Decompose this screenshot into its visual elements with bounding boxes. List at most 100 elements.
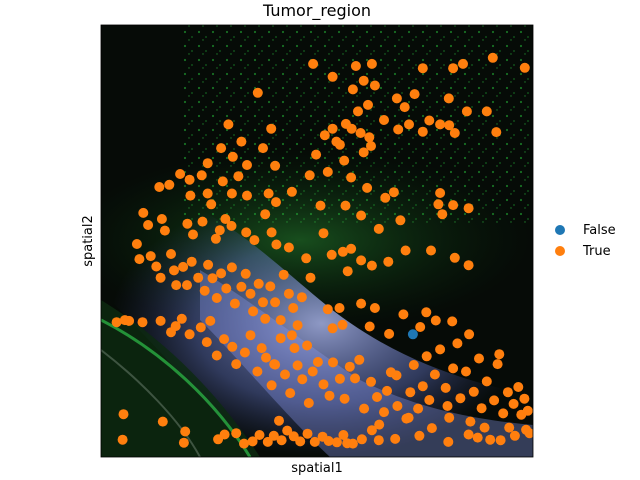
scatter-point-true-234 <box>502 387 513 398</box>
scatter-point-true-254 <box>342 438 353 449</box>
scatter-point-true-260 <box>302 428 313 439</box>
scatter-point-true-60 <box>388 187 399 198</box>
scatter-point-true-229 <box>481 376 492 387</box>
scatter-point-true-279 <box>374 419 385 430</box>
scatter-point-true-137 <box>258 297 268 308</box>
scatter-point-true-268 <box>247 436 258 447</box>
scatter-point-true-92 <box>226 220 237 231</box>
scatter-point-true-187 <box>285 388 296 399</box>
scatter-point-true-251 <box>366 425 377 436</box>
scatter-point-true-255 <box>338 430 349 440</box>
scatter-point-true-53 <box>175 169 186 179</box>
scatter-point-true-81 <box>463 203 474 214</box>
scatter-point-true-133 <box>240 268 251 279</box>
scatter-point-true-203 <box>359 403 370 414</box>
chart-title: Tumor_region <box>262 1 371 21</box>
scatter-point-true-105 <box>356 255 367 266</box>
scatter-point-true-77 <box>395 215 406 226</box>
legend-label-true: True <box>582 244 611 259</box>
scatter-point-true-241 <box>522 405 533 416</box>
scatter-point-true-48 <box>227 151 238 162</box>
scatter-point-true-191 <box>302 340 313 351</box>
series-false <box>407 329 418 340</box>
scatter-point-true-146 <box>296 292 307 303</box>
scatter-point-true-258 <box>317 431 328 442</box>
scatter-point-true-107 <box>383 256 394 267</box>
scatter-point-true-277 <box>118 409 129 420</box>
scatter-point-true-266 <box>262 436 273 447</box>
scatter-point-true-176 <box>227 341 238 352</box>
scatter-point-true-55 <box>196 170 207 181</box>
scatter-point-true-69 <box>263 188 274 199</box>
scatter-point-true-108 <box>400 245 411 256</box>
scatter-point-true-29 <box>346 123 357 134</box>
scatter-point-true-35 <box>491 127 502 138</box>
scatter-point-true-225 <box>465 416 476 427</box>
scatter-point-true-83 <box>143 220 154 230</box>
scatter-point-true-180 <box>252 366 263 377</box>
scatter-point-true-185 <box>275 333 286 344</box>
scatter-point-true-15 <box>443 93 454 104</box>
scatter-point-true-247 <box>443 436 454 447</box>
scatter-point-true-199 <box>339 393 350 404</box>
scatter-point-true-61 <box>435 188 446 198</box>
scatter-point-true-232 <box>492 359 503 370</box>
scatter-point-true-89 <box>210 233 221 244</box>
scatter-point-true-143 <box>283 288 294 299</box>
scatter-point-true-0 <box>308 58 319 69</box>
scatter-point-true-220 <box>444 412 455 423</box>
scatter-point-true-72 <box>315 200 326 211</box>
scatter-point-true-228 <box>476 403 487 414</box>
scatter-point-true-281 <box>286 330 297 341</box>
scatter-point-true-165 <box>137 317 148 328</box>
scatter-point-true-16 <box>363 99 373 110</box>
scatter-point-true-90 <box>214 225 225 236</box>
scatter-point-true-1 <box>350 61 361 71</box>
scatter-point-true-102 <box>337 246 348 257</box>
scatter-point-true-224 <box>461 366 471 377</box>
scatter-point-true-173 <box>205 315 216 326</box>
scatter-point-true-170 <box>184 329 195 340</box>
scatter-point-true-179 <box>245 330 256 341</box>
scatter-point-true-267 <box>254 430 265 440</box>
scatter-point-true-195 <box>318 379 329 390</box>
plot-area <box>101 25 533 457</box>
scatter-point-true-183 <box>266 380 277 391</box>
scatter-point-true-57 <box>233 171 244 182</box>
scatter-point-true-269 <box>239 438 249 449</box>
scatter-point-true-37 <box>266 123 277 134</box>
scatter-point-true-178 <box>239 347 250 358</box>
scatter-point-true-63 <box>164 179 175 190</box>
scatter-point-true-172 <box>201 337 212 348</box>
scatter-point-true-85 <box>159 225 170 236</box>
scatter-point-true-106 <box>366 260 377 271</box>
scatter-point-true-149 <box>327 323 338 334</box>
scatter-point-true-100 <box>318 228 329 239</box>
scatter-point-true-7 <box>448 63 459 74</box>
scatter-point-true-124 <box>199 285 210 296</box>
scatter-point-true-177 <box>231 359 242 370</box>
scatter-point-true-154 <box>369 303 380 313</box>
series-true <box>111 52 533 449</box>
scatter-point-true-47 <box>202 158 213 169</box>
scatter-point-true-19 <box>461 106 472 117</box>
scatter-point-true-49 <box>242 160 252 170</box>
scatter-point-true-95 <box>260 209 271 220</box>
scatter-point-true-144 <box>288 303 299 313</box>
scatter-point-true-148 <box>322 304 333 315</box>
scatter-point-true-249 <box>390 433 401 444</box>
scatter-point-true-239 <box>519 393 530 404</box>
scatter-point-true-126 <box>207 273 218 284</box>
scatter-point-true-194 <box>312 357 323 367</box>
scatter-point-true-155 <box>384 328 395 339</box>
scatter-point-true-27 <box>327 123 338 134</box>
scatter-point-true-201 <box>350 373 360 384</box>
scatter-point-true-139 <box>265 281 276 292</box>
scatter-point-true-226 <box>468 386 479 397</box>
scatter-point-true-115 <box>151 261 162 272</box>
scatter-point-true-45 <box>334 139 345 150</box>
scatter-point-true-11 <box>252 87 263 98</box>
scatter-point-true-162 <box>111 317 122 328</box>
scatter-point-true-43 <box>258 143 268 154</box>
scatter-point-true-96 <box>266 227 277 238</box>
